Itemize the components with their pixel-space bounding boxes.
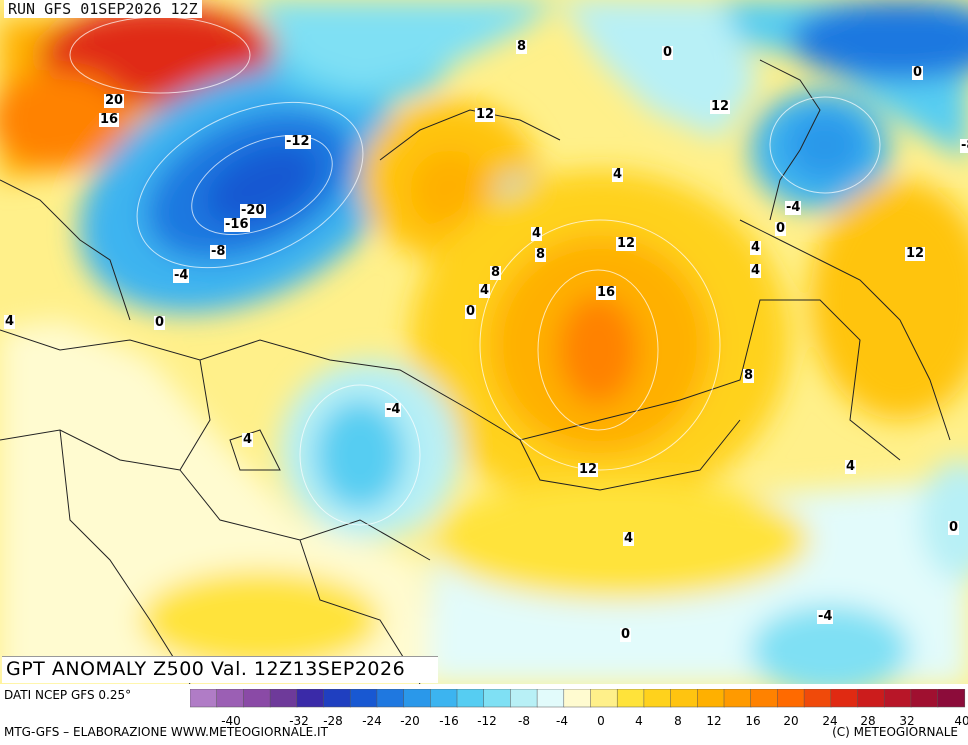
contour-label: 0 (465, 304, 477, 319)
legend-tick-label: 12 (706, 714, 722, 728)
footer: DATI NCEP GFS 0.25° -40 -32 -28 -24 -20 -16 -1… (0, 684, 968, 745)
field-yellow-westasia (140, 570, 380, 670)
contour-label: 4 (750, 240, 762, 255)
contour-label: 8 (490, 265, 502, 280)
contour-label: 0 (662, 45, 674, 60)
legend-tick-label: 28 (860, 714, 876, 728)
contour-label: 4 (612, 167, 624, 182)
contour-label: 4 (4, 314, 16, 329)
field-cold-ne-core (790, 0, 968, 80)
legend-tick-label: -28 (323, 714, 343, 728)
color-legend: -40 -32 -28 -24 -20 -16 -12 -8 -4 0 4 8 12 16 20 24 28 32… (189, 688, 968, 728)
contour-label: 0 (948, 520, 960, 535)
contour-label: 12 (616, 236, 637, 251)
map-title: GPT ANOMALY Z500 Val. 12Z13SEP2026 (6, 658, 406, 680)
contour-lines (69, 16, 881, 526)
legend-tick-label: 20 (783, 714, 799, 728)
contour-label: 0 (912, 65, 924, 80)
contour-label: 4 (531, 226, 543, 241)
field-high-core (558, 295, 638, 405)
copyright: (C) METEOGIORNALE (832, 725, 958, 739)
contour-label: 0 (620, 627, 632, 642)
run-info: RUN GFS 01SEP2026 12Z (4, 0, 202, 18)
field-cold-kamchatka-core (785, 110, 865, 180)
contour-label: 4 (242, 432, 254, 447)
contour-label: 8 (516, 39, 528, 54)
legend-colorbar (189, 688, 966, 708)
legend-tick-label: -4 (556, 714, 568, 728)
credit-line: MTG-GFS – ELABORAZIONE WWW.METEOGIORNALE… (4, 725, 328, 739)
field-warm-south (430, 480, 810, 600)
field-low-core (205, 145, 319, 225)
contour-label: 4 (623, 531, 635, 546)
field-warm-fareast (810, 180, 968, 420)
contour-label: 4 (750, 263, 762, 278)
field-arctic-north (250, 0, 560, 90)
field-orange-scandi (0, 70, 130, 170)
legend-tick-label: 40 (954, 714, 968, 728)
contour-label: 0 (775, 221, 787, 236)
contour-label: -4 (173, 268, 190, 283)
legend-tick-label: -24 (362, 714, 382, 728)
anomaly-map (0, 0, 968, 684)
legend-tick-label: 32 (899, 714, 915, 728)
contour-label: 12 (578, 462, 599, 477)
legend-tick-label: 8 (674, 714, 682, 728)
legend-tick-label: -8 (518, 714, 530, 728)
contour-label: 8 (743, 368, 755, 383)
contour-label: -12 (285, 134, 311, 149)
field-low-south (750, 605, 910, 684)
contour-label: 16 (99, 112, 120, 127)
legend-tick-label: -40 (221, 714, 241, 728)
legend-ticks: -40 -32 -28 -24 -20 -16 -12 -8 -4 0 4 8 12 16 20 24 28 32… (190, 689, 968, 729)
contour-label: -4 (817, 609, 834, 624)
contour-label: -4 (385, 402, 402, 417)
field-low-southeast (920, 460, 968, 580)
data-source: DATI NCEP GFS 0.25° (4, 688, 132, 702)
contour-label: -8 (960, 139, 968, 153)
contour-label: 4 (479, 283, 491, 298)
legend-tick-label: -16 (439, 714, 459, 728)
contour-label: -8 (210, 244, 227, 259)
contour-label: 12 (710, 99, 731, 114)
field-warm-westsib-core (410, 150, 490, 230)
contour-label: -16 (224, 217, 250, 232)
contour-label: 16 (596, 285, 617, 300)
legend-tick-label: 0 (597, 714, 605, 728)
map-title-box: GPT ANOMALY Z500 Val. 12Z13SEP2026 (2, 656, 438, 683)
legend-tick-label: 4 (635, 714, 643, 728)
contour-label: 20 (104, 93, 125, 108)
contour-label: 4 (845, 459, 857, 474)
contour-label: -20 (240, 203, 266, 218)
contour-label: 12 (475, 107, 496, 122)
contour-label: 12 (905, 246, 926, 261)
contour-label: 8 (535, 247, 547, 262)
legend-tick-label: 24 (822, 714, 838, 728)
legend-tick-label: 16 (745, 714, 761, 728)
contour-label: -4 (785, 200, 802, 215)
legend-swatch (937, 688, 966, 708)
field-low-kazakh-core (315, 400, 405, 510)
legend-tick-label: -12 (477, 714, 497, 728)
political-boundaries (0, 59, 951, 684)
legend-tick-label: -20 (400, 714, 420, 728)
contour-label: 0 (154, 315, 166, 330)
legend-tick-label: -32 (289, 714, 309, 728)
